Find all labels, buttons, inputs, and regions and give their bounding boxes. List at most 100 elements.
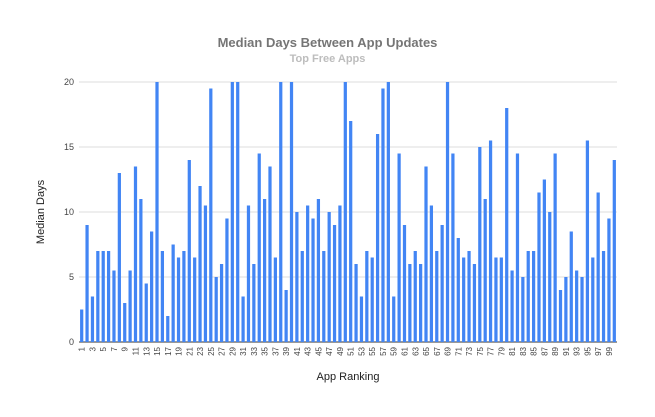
bar: [193, 257, 197, 342]
bar: [585, 140, 590, 342]
bar: [133, 166, 138, 342]
bar: [445, 82, 450, 342]
bar: [187, 160, 191, 342]
x-tick-label: 95: [583, 346, 592, 355]
bar: [575, 270, 579, 342]
x-tick-label: 41: [293, 346, 302, 355]
x-tick-label: 37: [271, 346, 280, 355]
x-tick-label: 99: [605, 346, 614, 355]
chart-title: Median Days Between App Updates: [217, 35, 438, 50]
bar: [139, 199, 143, 342]
x-tick-label: 59: [390, 346, 399, 355]
x-tick-label: 5: [99, 346, 108, 351]
bar: [381, 88, 385, 342]
bar: [510, 270, 514, 342]
bar: [322, 251, 326, 342]
bar: [612, 160, 616, 342]
bar: [90, 296, 95, 342]
bar: [542, 179, 546, 342]
x-axis-label: App Ranking: [317, 371, 380, 383]
bar: [106, 251, 111, 342]
bar: [241, 296, 245, 342]
x-tick-label: 83: [519, 346, 528, 355]
x-tick-label: 89: [551, 346, 560, 355]
bar: [451, 153, 455, 342]
bar: [494, 257, 498, 342]
gridlines: [79, 81, 617, 343]
chart-subtitle: Top Free Apps: [289, 53, 366, 65]
x-tick-label: 91: [562, 346, 571, 355]
bar: [182, 251, 186, 342]
x-tick-label: 27: [218, 346, 227, 355]
bar: [483, 199, 487, 342]
bar: [392, 296, 396, 342]
bar: [375, 134, 380, 342]
y-tick-label: 10: [64, 207, 74, 217]
bar: [252, 264, 256, 342]
bar: [166, 316, 170, 342]
x-tick-label: 97: [594, 346, 603, 355]
x-tick-label: 51: [347, 346, 356, 355]
x-tick-label: 79: [497, 346, 506, 355]
x-tick-label: 61: [400, 346, 409, 355]
bar: [338, 205, 342, 342]
x-tick-label: 71: [454, 346, 463, 355]
bar: [521, 277, 525, 342]
bar: [160, 251, 165, 342]
bar: [171, 244, 175, 342]
x-tick-label: 33: [250, 346, 259, 355]
bar: [580, 277, 584, 342]
x-tick-label: 35: [261, 346, 270, 355]
x-tick-label: 39: [282, 346, 291, 355]
bar: [262, 199, 267, 342]
bar: [96, 251, 100, 342]
bar: [150, 231, 154, 342]
x-tick-label: 75: [476, 346, 485, 355]
bar: [155, 82, 159, 342]
x-tick-label: 13: [142, 346, 151, 355]
bar: [284, 290, 288, 342]
bar: [128, 270, 132, 342]
x-tick-label: 77: [487, 346, 496, 355]
bar: [85, 225, 89, 342]
bar: [505, 108, 509, 342]
bar: [408, 264, 412, 342]
y-tick-label: 5: [69, 272, 74, 282]
y-axis-label: Median Days: [35, 179, 47, 244]
bar: [419, 264, 423, 342]
bar: [123, 303, 127, 342]
bar: [311, 218, 315, 342]
bar: [343, 82, 347, 342]
x-tick-label: 85: [530, 346, 539, 355]
x-tick-label: 93: [573, 346, 582, 355]
x-tick-label: 43: [304, 346, 313, 355]
bar: [462, 257, 466, 342]
bar: [225, 218, 229, 342]
bar: [435, 251, 439, 342]
bar: [402, 225, 407, 342]
bar: [80, 309, 84, 342]
x-tick-label: 47: [325, 346, 334, 355]
bar: [214, 277, 218, 342]
x-tick-label: 15: [153, 346, 162, 355]
bar: [273, 257, 277, 342]
x-tick-label: 1: [78, 346, 87, 351]
y-tick-label: 15: [64, 142, 74, 152]
bar: [564, 277, 568, 342]
x-tick-label: 49: [336, 346, 345, 355]
x-tick-label: 67: [433, 346, 442, 355]
bar: [257, 153, 261, 342]
bar: [601, 251, 606, 342]
bar: [327, 212, 331, 342]
bar: [359, 296, 364, 342]
bars: [80, 82, 616, 342]
bar: [198, 186, 202, 342]
bar: [236, 82, 240, 342]
bar: [289, 82, 294, 342]
bar: [268, 166, 272, 342]
bar: [526, 251, 530, 342]
x-tick-label: 87: [540, 346, 549, 355]
x-tick-label: 21: [185, 346, 194, 355]
bar: [429, 205, 434, 342]
